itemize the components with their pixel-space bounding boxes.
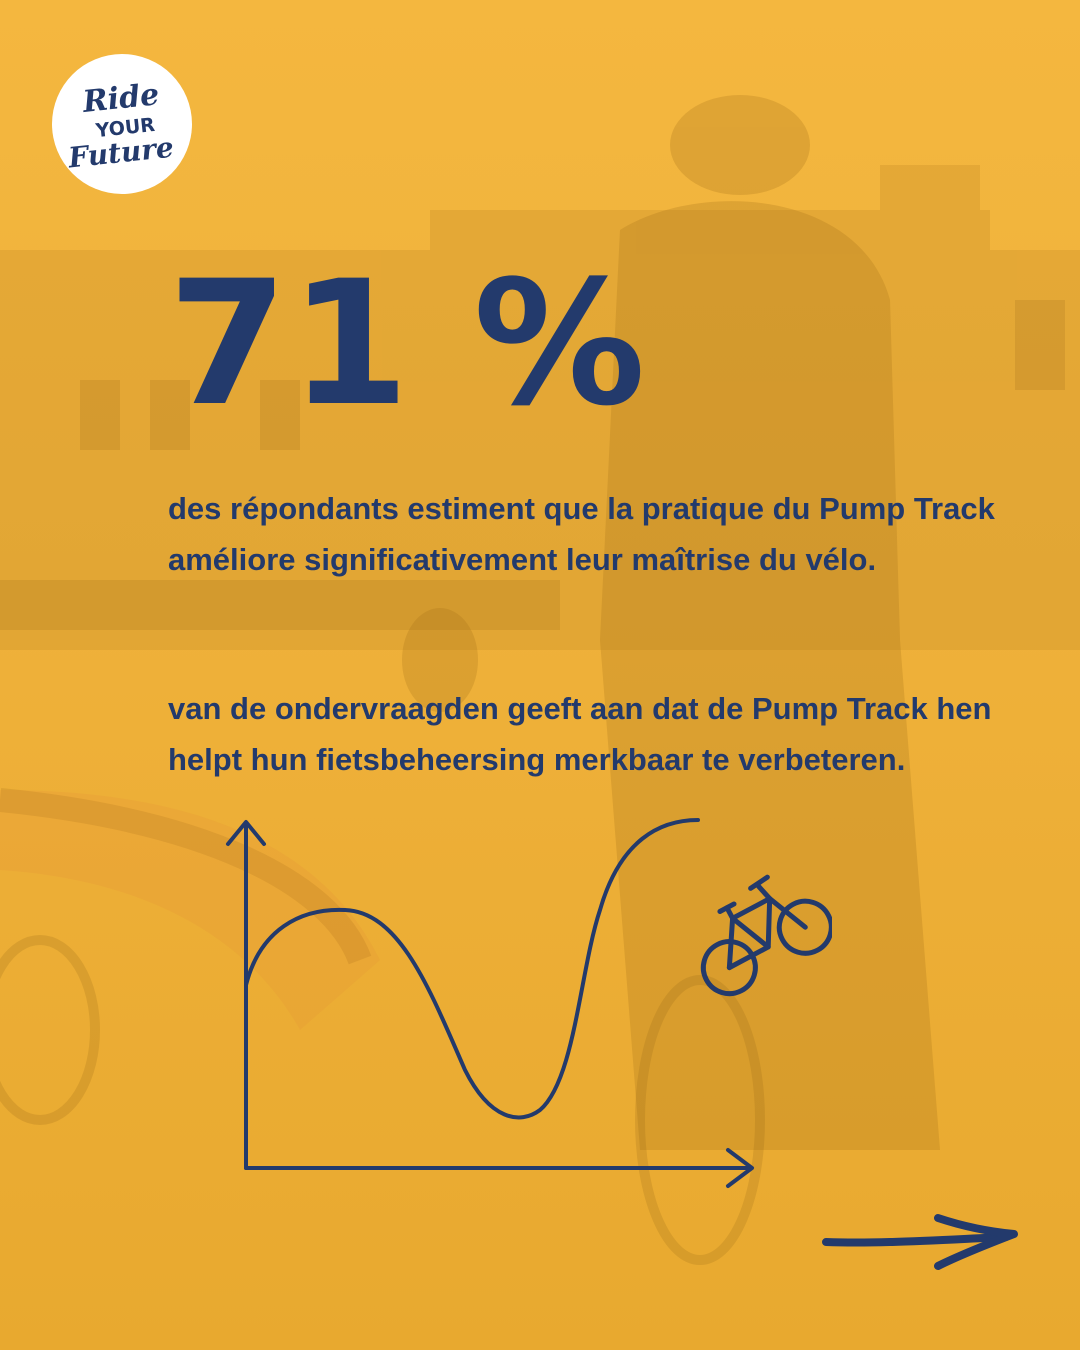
stat-description-nl: van de ondervraagden geeft aan dat de Pu… bbox=[168, 691, 992, 777]
stat-value: 71 % bbox=[168, 243, 648, 444]
logo: Ride YOUR Future bbox=[52, 54, 192, 194]
arrow-right-icon[interactable] bbox=[818, 1206, 1024, 1276]
bicycle-icon bbox=[700, 874, 832, 997]
svg-text:Future: Future bbox=[66, 131, 175, 175]
stat-description-fr: des répondants estiment que la pratique … bbox=[168, 491, 995, 577]
svg-text:Ride: Ride bbox=[80, 77, 161, 120]
ride-your-future-logo-icon: Ride YOUR Future bbox=[66, 77, 175, 175]
wave-graph-icon bbox=[226, 818, 754, 1188]
